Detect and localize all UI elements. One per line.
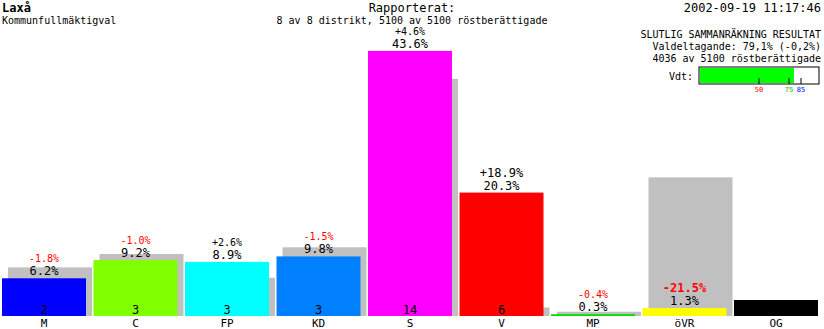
chart: LaxåKommunfullmäktigval Rapporterat:8 av … (0, 0, 824, 329)
bar (277, 256, 361, 316)
category-label: C (132, 317, 139, 329)
value-label: 6.2% (30, 264, 60, 278)
bar (185, 262, 269, 316)
gauge-frame (699, 67, 819, 84)
bar (551, 314, 635, 316)
placeholder-bar (734, 300, 818, 316)
value-label: 9.8% (304, 242, 334, 256)
plot (2, 51, 818, 316)
seats: 3 (315, 303, 322, 317)
category-label: MP (586, 317, 600, 329)
seats: 3 (132, 303, 139, 317)
report: Rapporterat: (369, 1, 456, 15)
gauge-fill (700, 68, 794, 83)
change-label: -1.5% (303, 231, 333, 242)
seats: 14 (403, 303, 417, 317)
previous-bar (649, 177, 733, 316)
value-label: 9.2% (121, 246, 151, 260)
value-label: 0.3% (579, 300, 609, 314)
value-label: 8.9% (213, 248, 243, 262)
turnout-text: Valdeltagande: 79,1% (-0,2%) (652, 41, 821, 52)
category-label: V (498, 317, 505, 329)
category-label: M (41, 317, 48, 329)
value-label: 43.6% (392, 37, 429, 51)
status: SLUTLIG SAMMANRÄKNING RESULTAT (640, 28, 821, 40)
value-label: 1.3% (670, 294, 700, 308)
category-label: KD (312, 317, 325, 329)
districts: 8 av 8 distrikt, 5100 av 5100 röstberätt… (277, 15, 548, 26)
change-label: +2.6% (212, 237, 242, 248)
voters: 4036 av 5100 röstberättigade (652, 53, 821, 64)
gauge-tick (801, 78, 802, 84)
gauge-tick-label: 50 (755, 86, 763, 94)
seats: 3 (223, 303, 230, 317)
gauge-tick (789, 78, 790, 84)
gauge-label: Vdt: (669, 71, 693, 82)
baseline (0, 316, 824, 317)
title: Laxå (2, 1, 31, 15)
gauge-tick-label: 75 (785, 86, 793, 94)
subtitle: Kommunfullmäktigval (2, 15, 116, 26)
change-label: -1.0% (120, 235, 150, 246)
bar (368, 51, 452, 316)
bar (2, 278, 86, 316)
category-label: S (407, 317, 414, 329)
seats: 2 (40, 303, 47, 317)
bar (94, 260, 178, 316)
value-label: 20.3% (483, 179, 520, 193)
category-label: öVR (675, 317, 695, 329)
change-label: +18.9% (480, 166, 524, 180)
change-label: -1.8% (29, 253, 59, 264)
seats: 6 (498, 303, 505, 317)
category-label: OG (769, 317, 782, 329)
gauge-tick (759, 78, 760, 84)
bar (643, 308, 727, 316)
change-label: -0.4% (578, 289, 608, 300)
category-label: FP (220, 317, 234, 329)
change-label: -21.5% (663, 281, 707, 295)
change-label: +4.6% (395, 26, 425, 37)
bar (460, 193, 544, 316)
timestamp: 2002-09-19 11:17:46 (684, 1, 821, 15)
gauge-tick-label: 85 (797, 86, 805, 94)
